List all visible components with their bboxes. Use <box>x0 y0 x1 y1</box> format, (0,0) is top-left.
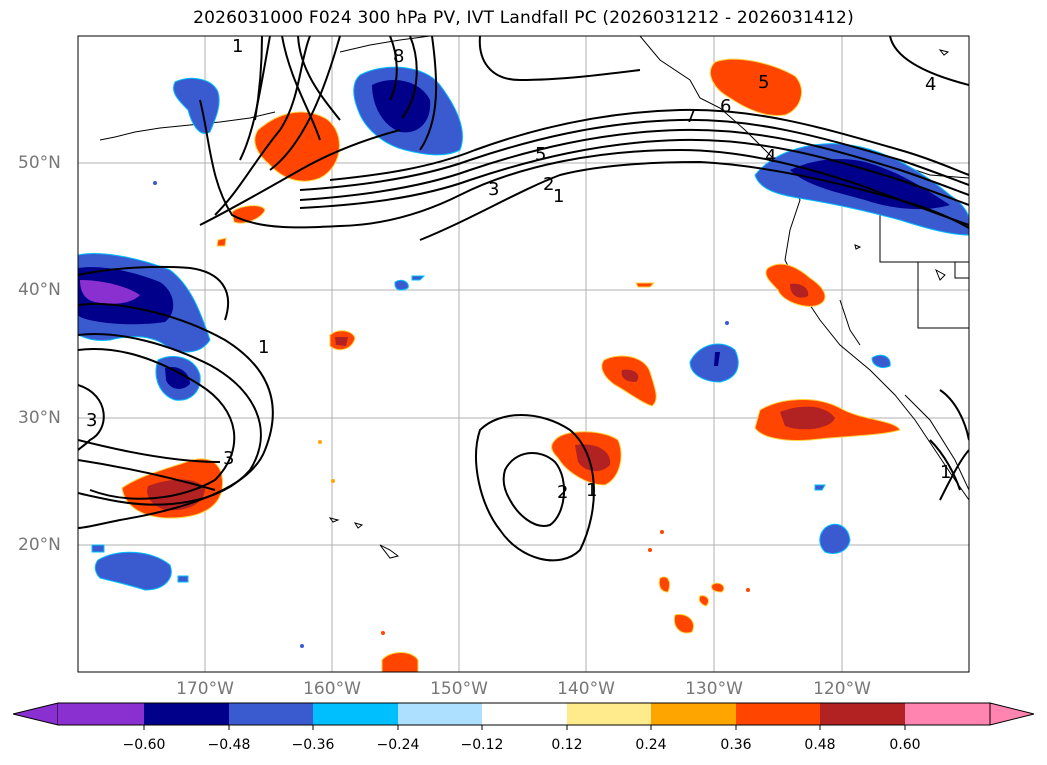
colorbar-tick-label: −0.60 <box>122 737 166 753</box>
pv-contours <box>78 36 969 562</box>
colorbar-tick-label: −0.36 <box>291 737 335 753</box>
latitude-label: 50°N <box>18 153 61 173</box>
contour-label: 7 <box>685 106 696 127</box>
colorbar-segment <box>905 703 990 725</box>
colorbar-segment <box>144 703 229 725</box>
anomaly-baja-positive <box>754 399 901 441</box>
colorbar-segment <box>313 703 398 725</box>
longitude-label: 120°W <box>813 679 871 699</box>
colorbar-extend-high <box>989 702 1035 726</box>
colorbar-tick-label: 0.36 <box>720 737 752 753</box>
anomaly-central-small <box>329 330 356 351</box>
anomaly-midwest-negative <box>155 356 201 401</box>
colorbar-tick-label: −0.48 <box>207 737 251 753</box>
contour-label: 1 <box>586 480 597 501</box>
contour-label: 5 <box>758 72 769 93</box>
anomaly-subtropic-east <box>601 355 657 407</box>
longitude-label: 130°W <box>685 679 743 699</box>
contour-label: 4 <box>765 146 776 167</box>
anomaly-gulf-alaska-positive <box>710 58 803 117</box>
map-frame <box>77 35 970 673</box>
colorbar-segment <box>567 703 651 725</box>
latitude-label: 20°N <box>18 535 61 555</box>
longitude-label: 160°W <box>303 679 361 699</box>
latitude-label: 30°N <box>18 408 61 428</box>
contour-label: 2 <box>557 482 568 503</box>
contour-label: 8 <box>393 46 404 67</box>
latitude-label: 40°N <box>18 280 61 300</box>
colorbar-segment <box>736 703 820 725</box>
contour-label: 1 <box>940 462 951 483</box>
small-markers <box>153 181 750 648</box>
colorbar <box>12 702 1035 730</box>
contour-label: 1 <box>553 186 564 207</box>
anomaly-east-small-negative <box>689 343 891 554</box>
contour-label: 4 <box>925 74 936 95</box>
negative-anomaly-regions <box>78 66 969 591</box>
colorbar-segment <box>229 703 313 725</box>
contour-label: 3 <box>86 410 97 431</box>
anomaly-southwest-negative <box>91 275 426 591</box>
colorbar-segment <box>482 703 567 725</box>
colorbar-tick-label: 0.12 <box>551 737 583 753</box>
contour-label: 1 <box>258 337 269 358</box>
contour-label: 2 <box>543 174 554 195</box>
pv-contour-labels: 8 6 5 5 4 4 3 2 1 1 3 3 2 1 1 7 1 <box>86 36 951 503</box>
anomaly-california-positive <box>765 263 826 307</box>
colorbar-tick-label: −0.24 <box>376 737 420 753</box>
anomaly-bering-negative <box>353 66 463 156</box>
positive-anomaly-regions <box>121 58 901 672</box>
longitude-label: 140°W <box>557 679 615 699</box>
longitude-label: 170°W <box>176 679 234 699</box>
coastlines <box>99 36 969 559</box>
colorbar-segment <box>398 703 482 725</box>
longitude-label: 150°W <box>430 679 488 699</box>
colorbar-tick-label: 0.60 <box>889 737 921 753</box>
colorbar-tick-label: 0.48 <box>804 737 836 753</box>
colorbar-tick-label: −0.12 <box>460 737 504 753</box>
anomaly-west-edge-negative <box>78 252 211 353</box>
contour-label: 3 <box>223 448 234 469</box>
colorbar-segment <box>651 703 736 725</box>
anomaly-northwest-small <box>173 77 220 134</box>
colorbar-segment <box>820 703 905 725</box>
contour-label: 3 <box>488 179 499 200</box>
contour-label: 5 <box>535 144 546 165</box>
contour-label: 6 <box>720 96 731 117</box>
colorbar-extend-low <box>12 702 59 726</box>
colorbar-tick-label: 0.24 <box>635 737 667 753</box>
map-title: 2026031000 F024 300 hPa PV, IVT Landfall… <box>193 8 854 28</box>
anomaly-small-south <box>381 282 725 672</box>
anomaly-hawaii-north <box>551 431 622 486</box>
contour-label: 1 <box>232 36 243 57</box>
colorbar-segment <box>58 703 144 725</box>
